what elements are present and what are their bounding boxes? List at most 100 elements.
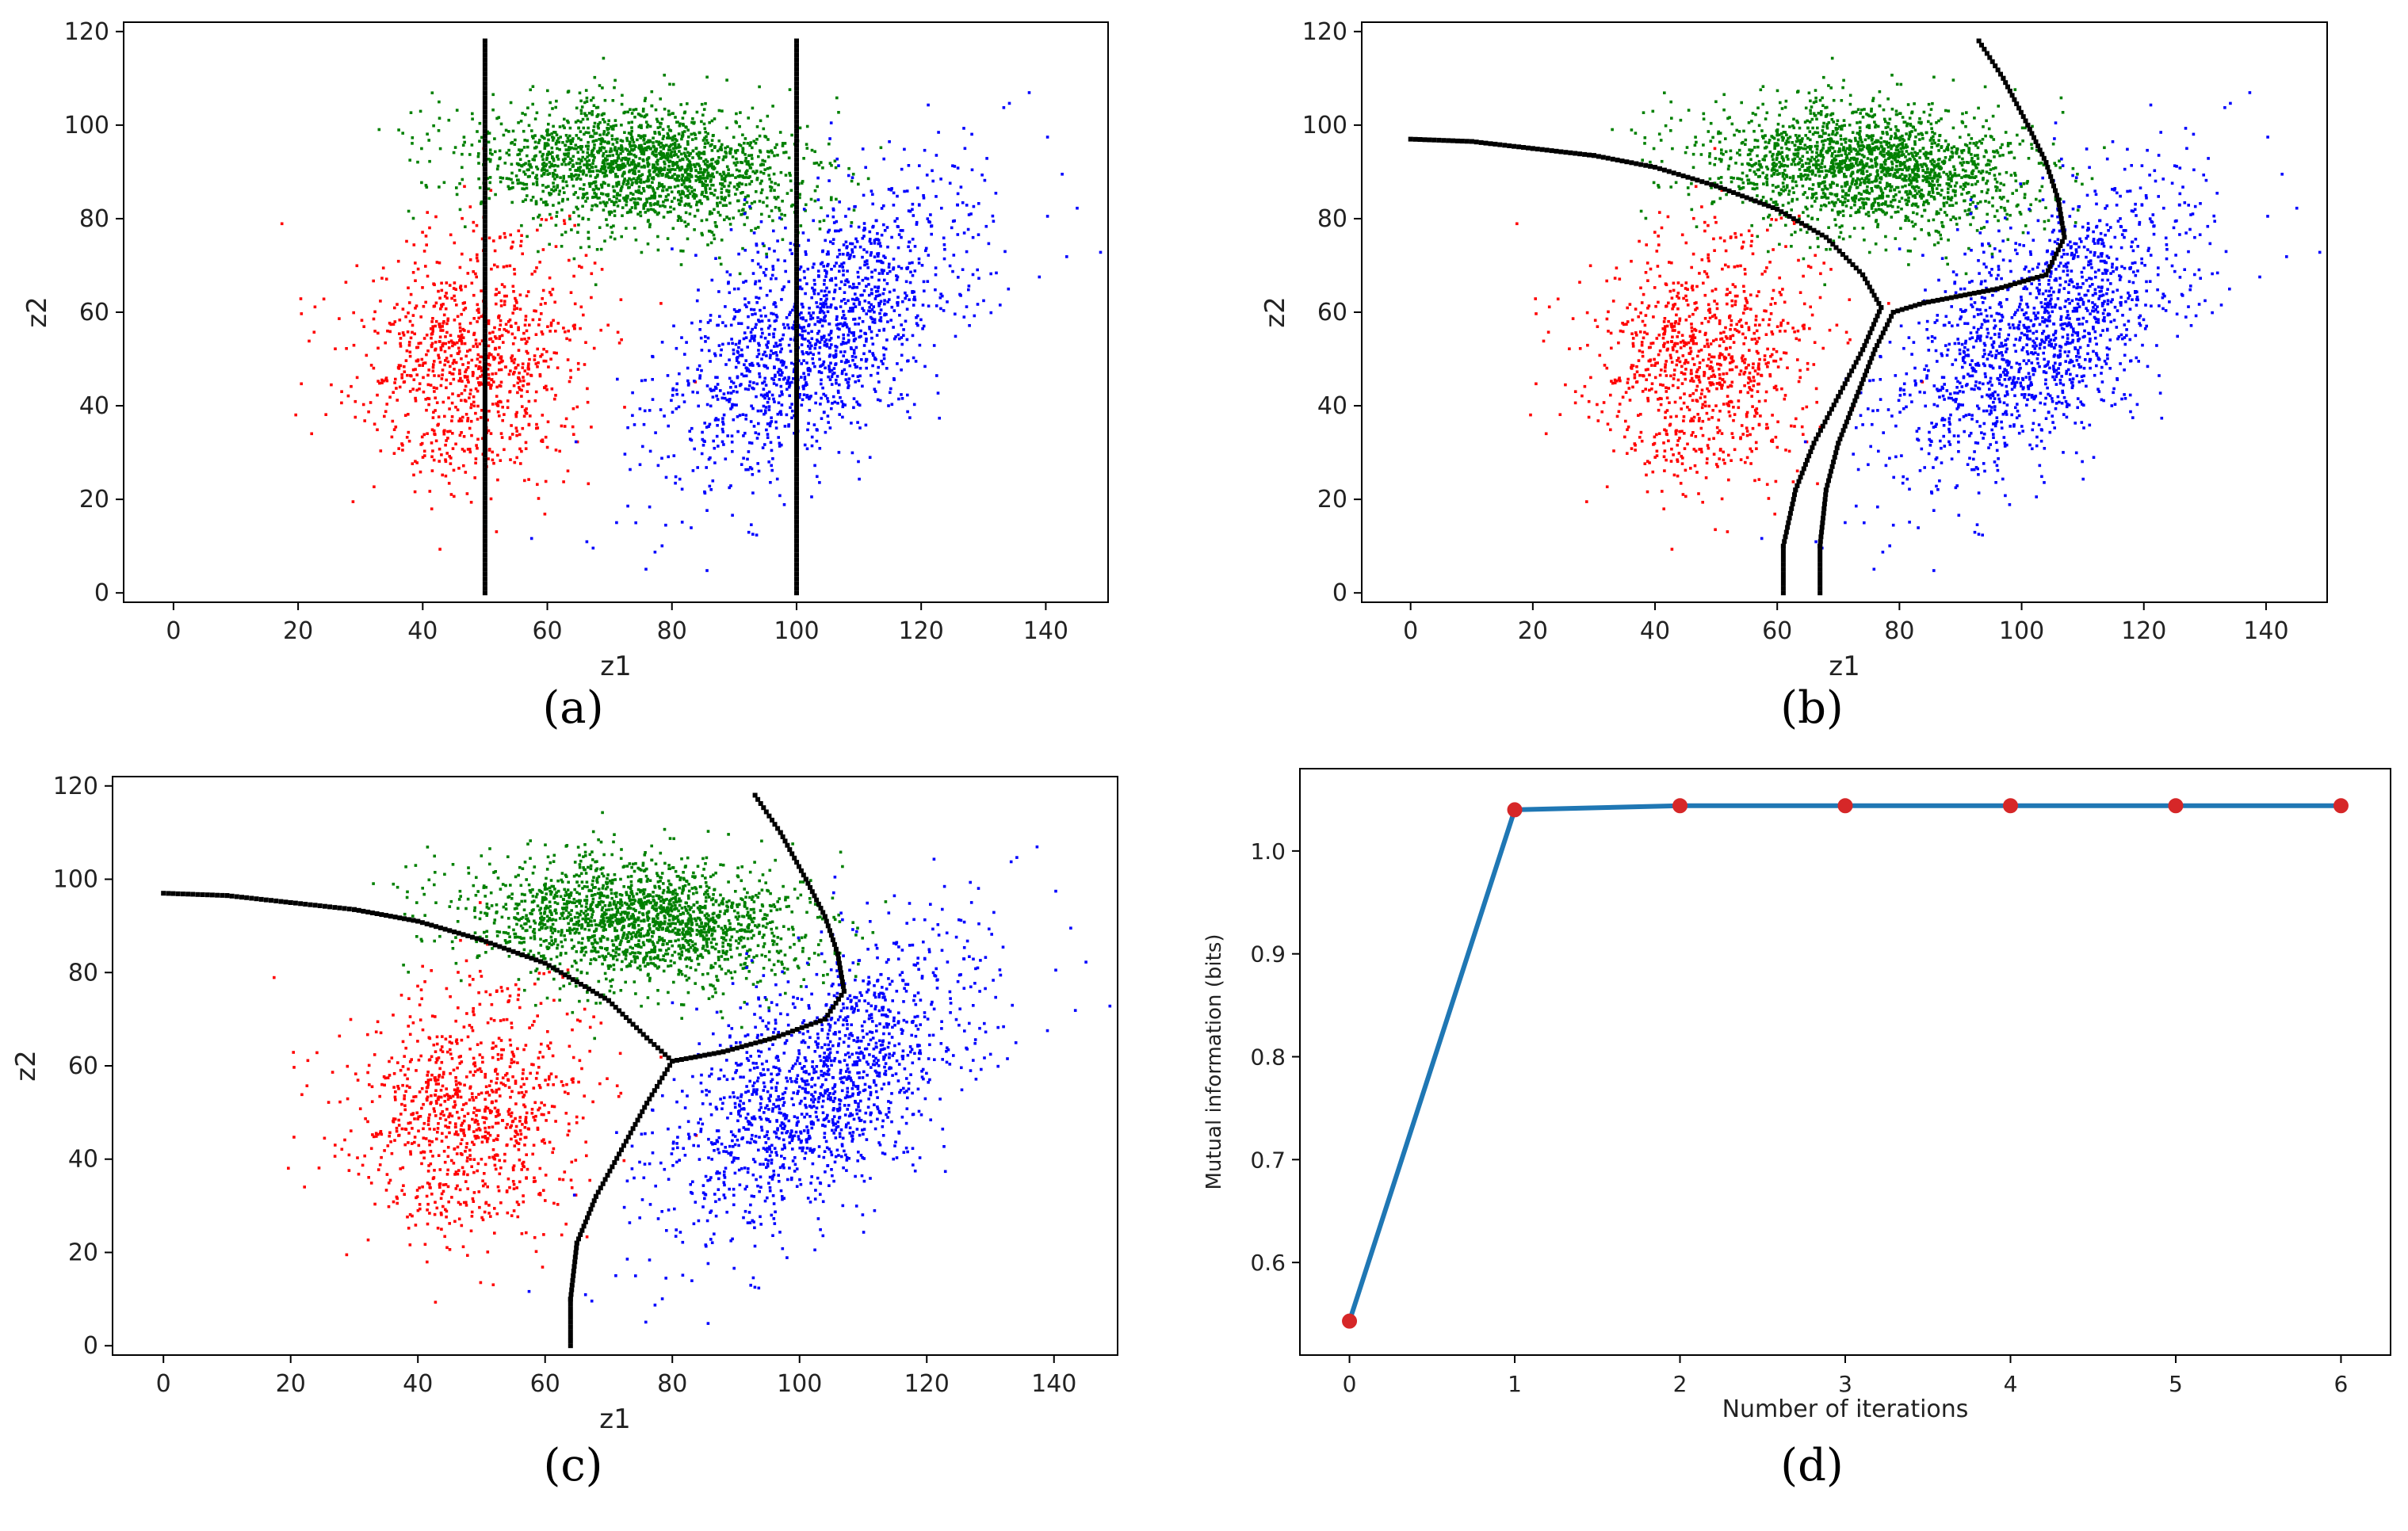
data-point [392,391,395,394]
data-point [566,185,569,188]
data-point [763,388,766,391]
data-point [893,309,896,312]
data-point [522,427,525,430]
data-point [922,194,925,197]
data-point [736,376,740,380]
boundary-dot [794,134,799,139]
data-point [877,372,880,375]
data-point [830,407,833,410]
data-point [660,184,663,187]
data-point [579,162,582,165]
data-point [657,249,660,252]
data-point [731,450,734,453]
boundary-dot [794,348,799,353]
data-point [810,330,813,334]
data-point [618,199,621,202]
data-point [356,265,359,268]
data-point [448,482,451,485]
data-point [577,166,580,170]
data-point [488,181,491,185]
data-point [673,162,676,165]
data-point [704,162,707,166]
data-point [445,323,449,326]
data-point [590,426,593,429]
data-point [526,330,529,333]
data-point [376,347,380,350]
data-point [439,326,442,329]
data-point [1752,366,1755,369]
data-point [817,352,820,355]
data-point [744,359,747,362]
data-point [422,376,425,380]
boundary-dot [794,367,799,372]
data-point [489,385,492,388]
data-point [1766,348,1769,351]
data-point [1665,374,1668,377]
boundary-dot [794,162,799,167]
data-point [857,276,860,279]
data-point [801,334,804,338]
data-point [766,256,769,259]
data-point [572,275,575,278]
data-point [778,344,782,347]
data-point [519,307,522,311]
data-point [720,188,724,191]
data-point [451,392,454,395]
data-point [769,357,772,360]
data-point [764,274,767,277]
data-point [431,91,434,94]
data-point [1650,364,1653,367]
data-point [569,158,572,161]
data-point [743,198,747,201]
data-point [1836,324,1839,327]
data-point [717,398,720,401]
data-point [686,143,690,146]
data-point [763,128,766,131]
data-point [506,265,509,268]
data-point [876,260,879,263]
data-point [718,257,721,260]
data-point [816,440,819,443]
data-point [514,366,518,369]
data-point [517,328,520,331]
data-point [567,137,570,140]
data-point [521,112,524,115]
data-point [851,176,854,179]
data-point [866,358,869,361]
data-point [582,188,585,191]
data-point [523,188,526,191]
data-point [757,342,760,346]
data-point [696,391,699,395]
data-point [1003,106,1006,109]
data-point [728,151,732,155]
data-point [720,178,724,181]
data-point [805,204,808,207]
data-point [715,395,718,398]
data-point [782,361,785,364]
data-point [750,229,753,232]
data-point [613,214,617,217]
data-point [438,340,441,343]
data-point [502,341,505,344]
data-point [808,368,812,371]
data-point [1734,304,1737,307]
data-point [667,374,670,377]
data-point [908,209,911,212]
data-point [1700,322,1703,325]
data-point [467,448,470,451]
data-point [1727,454,1730,457]
data-point [461,253,464,256]
data-point [777,196,780,199]
data-point [1726,395,1730,398]
data-point [1664,370,1667,373]
data-point [713,238,717,241]
data-point [770,277,773,281]
data-point [820,298,823,301]
data-point [640,215,643,218]
data-point [759,376,762,379]
data-point [801,343,804,346]
data-point [1572,317,1575,320]
data-point [514,139,517,142]
data-point [750,331,753,334]
data-point [754,326,757,330]
